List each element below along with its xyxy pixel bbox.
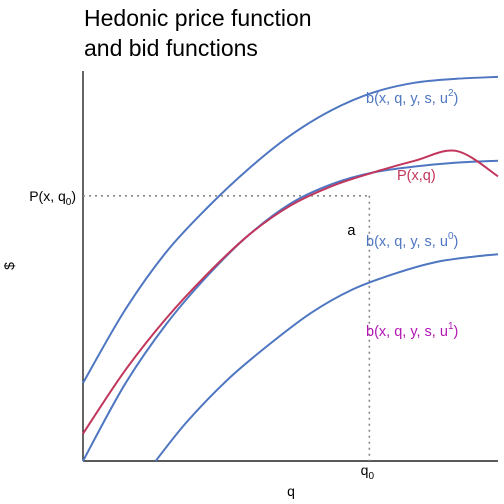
bid-function-u1-line xyxy=(154,253,499,462)
bid-function-u2-line xyxy=(82,75,499,384)
y-axis-label: $ xyxy=(1,262,17,270)
chart-title-line-1: Hedonic price function xyxy=(84,5,312,31)
bid-function-u0-line xyxy=(82,159,499,462)
series-label-hedonic-price: P(x,q) xyxy=(397,168,436,184)
x-axis-label: q xyxy=(287,483,295,499)
series-label-b-u2: b(x, q, y, s, u2) xyxy=(366,88,458,107)
hedonic-price-line xyxy=(82,149,499,435)
chart-title-line-2: and bid functions xyxy=(84,35,258,61)
x-tick-label-q0: q0 xyxy=(361,462,375,482)
series-label-b-u1: b(x, q, y, s, u1) xyxy=(366,321,458,340)
series-label-b-u0: b(x, q, y, s, u0) xyxy=(366,231,458,250)
y-tick-label-price-at-q0: P(x, q0) xyxy=(29,188,76,208)
point-label-a: a xyxy=(347,223,356,239)
series-layer xyxy=(82,75,499,462)
